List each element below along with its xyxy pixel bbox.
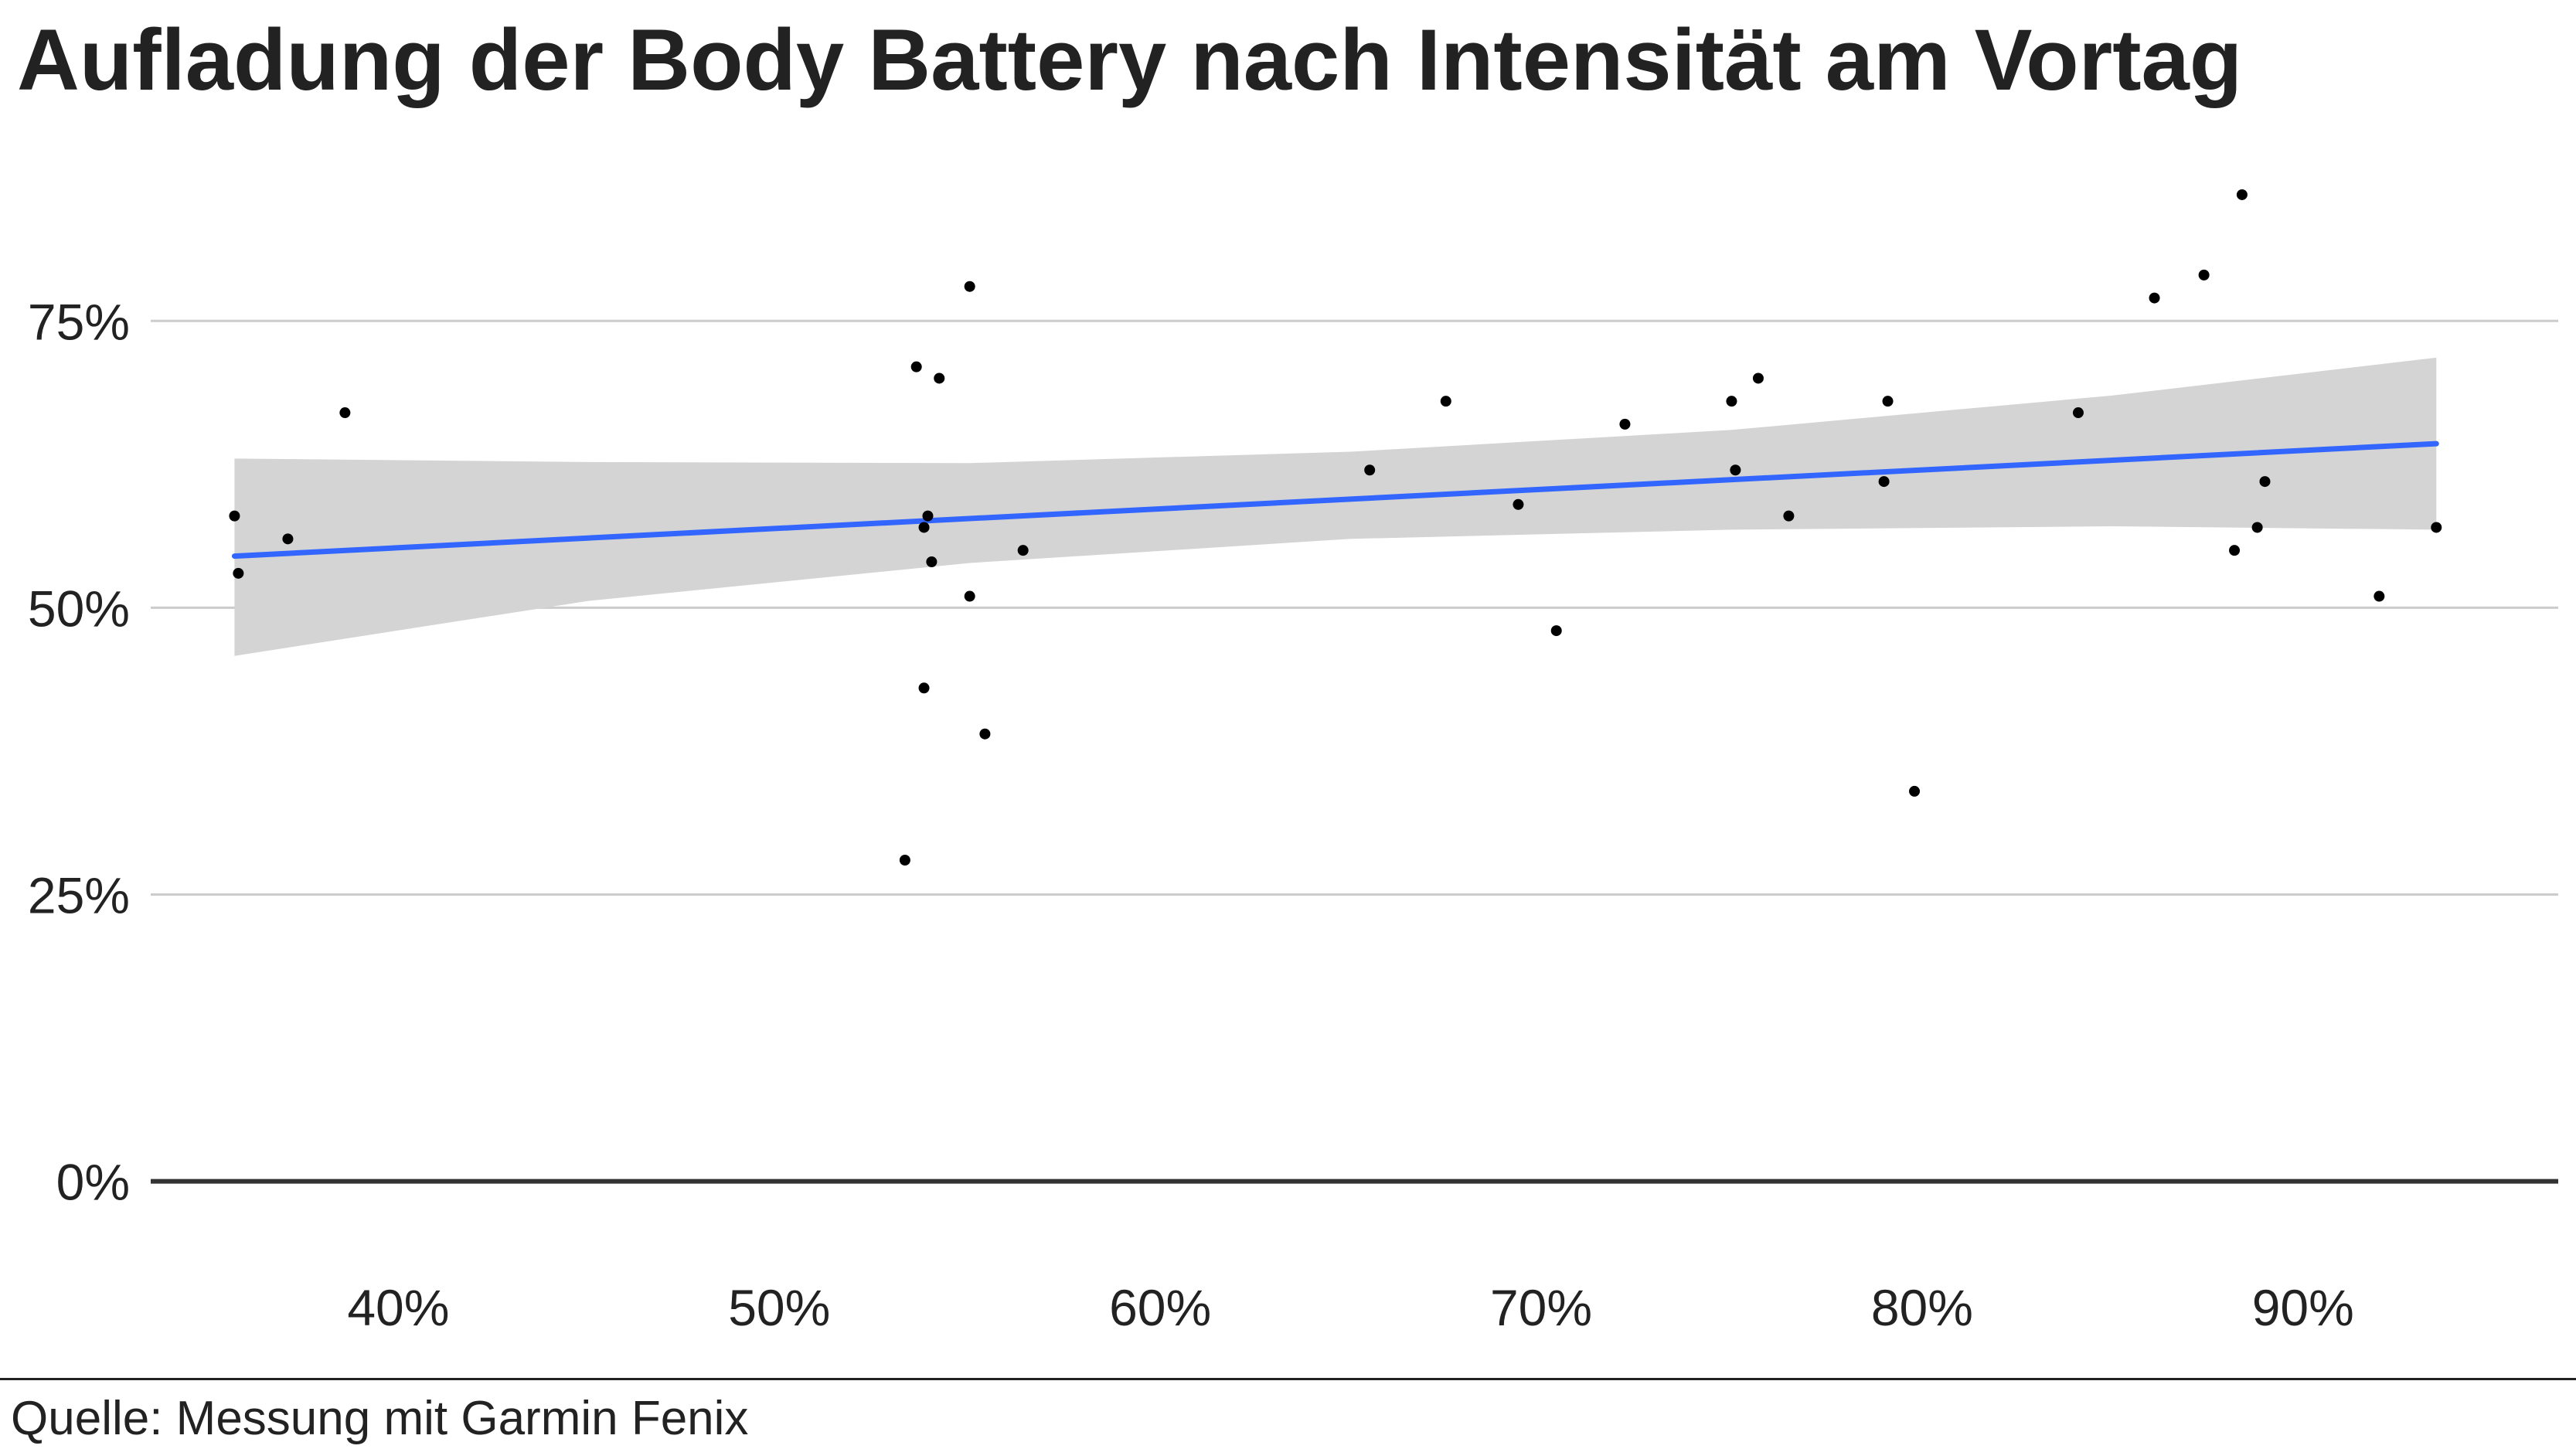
y-tick-label-75: 75% xyxy=(28,293,130,350)
data-point-33 xyxy=(2251,522,2263,533)
source-note: Quelle: Messung mit Garmin Fenix xyxy=(11,1392,749,1445)
y-tick-label-25: 25% xyxy=(28,867,130,924)
data-point-34 xyxy=(2259,476,2271,488)
regression-line xyxy=(231,440,2439,560)
data-point-12 xyxy=(964,281,975,292)
data-point-5 xyxy=(899,854,910,866)
data-point-2 xyxy=(233,567,244,579)
data-point-28 xyxy=(2072,407,2084,419)
y-tick-label-0: 0% xyxy=(56,1154,130,1211)
data-point-32 xyxy=(2236,189,2248,200)
data-point-19 xyxy=(1550,625,1562,637)
data-point-15 xyxy=(1017,545,1029,556)
data-point-30 xyxy=(2198,269,2210,281)
data-point-17 xyxy=(1440,396,1451,407)
data-point-24 xyxy=(1783,510,1795,522)
x-tick-label-50: 50% xyxy=(728,1279,830,1336)
data-point-8 xyxy=(918,682,930,694)
data-point-29 xyxy=(2149,292,2160,304)
data-point-31 xyxy=(2229,545,2241,556)
confidence-band-layer xyxy=(234,357,2437,656)
x-tick-label-80: 80% xyxy=(1871,1279,1973,1336)
data-point-26 xyxy=(1882,396,1894,407)
data-point-7 xyxy=(918,522,930,533)
y-tick-label-50: 50% xyxy=(28,580,130,637)
data-point-10 xyxy=(926,556,938,568)
data-point-1 xyxy=(229,510,240,522)
data-point-23 xyxy=(1752,372,1764,384)
points-layer xyxy=(229,189,2442,866)
data-point-21 xyxy=(1726,396,1737,407)
x-tick-label-90: 90% xyxy=(2252,1279,2354,1336)
data-point-14 xyxy=(979,728,991,740)
data-point-13 xyxy=(964,590,975,602)
data-point-22 xyxy=(1730,464,1741,476)
x-tick-label-40: 40% xyxy=(347,1279,449,1336)
data-point-3 xyxy=(282,533,294,545)
confidence-band xyxy=(234,357,2437,656)
trend-layer xyxy=(231,440,2439,560)
data-point-6 xyxy=(910,361,922,372)
data-point-16 xyxy=(1364,464,1376,476)
axis-labels: 0% 25% 50% 75% 40% 50% 60% 70% 80% 90% xyxy=(28,293,2354,1336)
data-point-9 xyxy=(922,510,934,522)
data-point-20 xyxy=(1619,418,1631,430)
x-tick-label-70: 70% xyxy=(1490,1279,1592,1336)
data-point-25 xyxy=(1878,476,1890,488)
data-point-18 xyxy=(1513,498,1524,510)
data-point-11 xyxy=(934,372,945,384)
source-divider xyxy=(0,1378,2576,1380)
data-point-27 xyxy=(1909,785,1921,797)
gridlines xyxy=(151,319,2558,1184)
data-point-4 xyxy=(339,407,351,419)
chart-title: Aufladung der Body Battery nach Intensit… xyxy=(17,12,2243,108)
x-tick-label-60: 60% xyxy=(1109,1279,1211,1336)
data-point-36 xyxy=(2431,522,2442,533)
data-point-35 xyxy=(2374,590,2385,602)
